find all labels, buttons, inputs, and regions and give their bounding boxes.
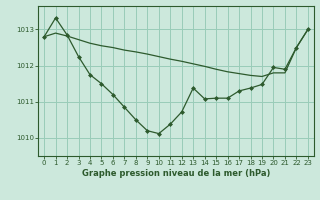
X-axis label: Graphe pression niveau de la mer (hPa): Graphe pression niveau de la mer (hPa) [82,169,270,178]
